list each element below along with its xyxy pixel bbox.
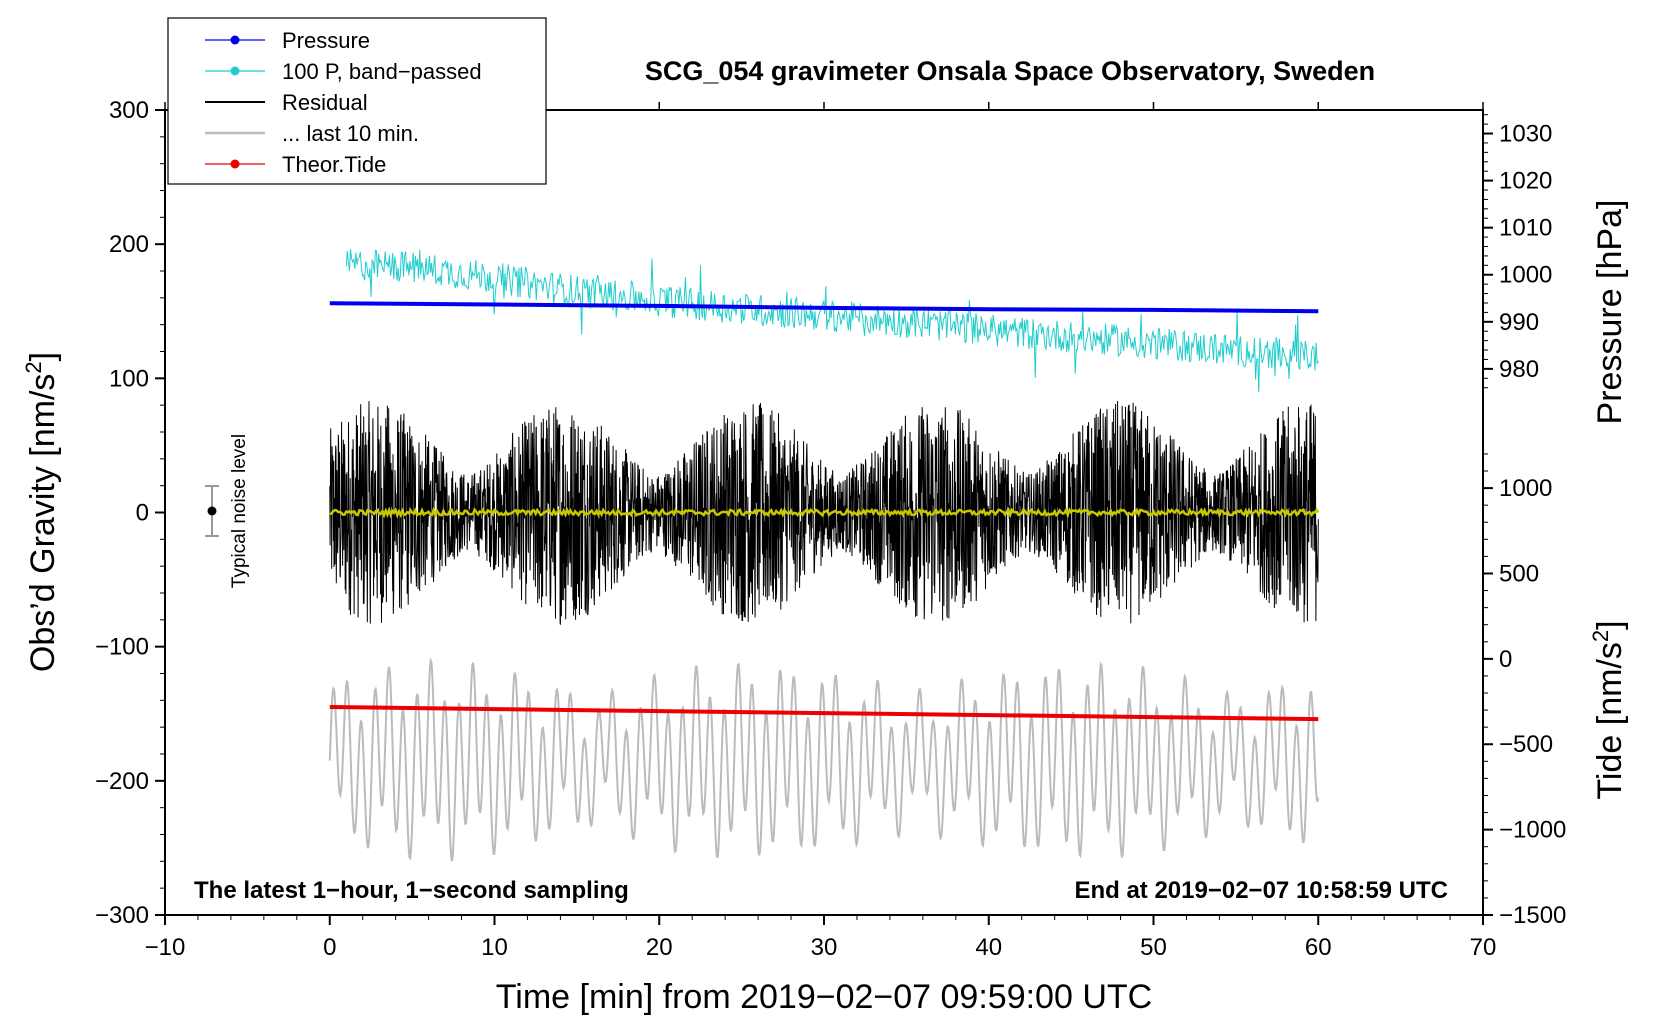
legend-label: Theor.Tide (282, 152, 386, 177)
legend-label: ... last 10 min. (282, 121, 419, 146)
tide-tick-label: 500 (1499, 560, 1539, 587)
smoothed-residual-line (329, 506, 1320, 519)
pressure-tick-label: 1030 (1499, 121, 1552, 148)
tide-axis-ticks: 1000 500 0 −500 −1000 −1500 (1483, 453, 1566, 929)
legend-label: 100 P, band−passed (282, 59, 482, 84)
x-axis-ticks: −10 0 10 20 30 40 50 60 70 (145, 102, 1497, 961)
left-tick-label: 100 (109, 365, 149, 392)
legend-label: Pressure (282, 28, 370, 53)
left-axis-title-end: ] (24, 352, 62, 361)
last-10-min-line (328, 657, 1320, 862)
theoretical-tide-line (329, 705, 1319, 722)
left-tick-label: −200 (95, 768, 149, 795)
noise-dot (207, 506, 217, 516)
chart-title: SCG_054 gravimeter Onsala Space Observat… (645, 56, 1375, 86)
left-axis-title: Obs’d Gravity [nm/s2] (21, 352, 62, 672)
x-tick-label: 40 (975, 934, 1002, 961)
x-tick-label: 10 (481, 934, 508, 961)
pressure-axis-title: Pressure [hPa] (1591, 200, 1629, 425)
x-tick-label: 50 (1140, 934, 1167, 961)
legend: Pressure 100 P, band−passed Residual ... la… (167, 17, 547, 185)
left-tick-label: 200 (109, 231, 149, 258)
x-tick-label: 70 (1470, 934, 1497, 961)
x-tick-label: 20 (646, 934, 673, 961)
pressure-line (329, 301, 1319, 314)
tide-tick-label: 1000 (1499, 475, 1552, 502)
legend-marker (230, 66, 240, 76)
band-passed-pressure-line (345, 249, 1319, 393)
annotation-right: End at 2019−02−07 10:58:59 UTC (1074, 877, 1448, 904)
left-tick-label: −100 (95, 634, 149, 661)
tide-axis-title-end: ] (1591, 620, 1629, 629)
legend-marker (230, 35, 240, 45)
tide-tick-label: 0 (1499, 646, 1512, 673)
x-axis-title: Time [min] from 2019−02−07 09:59:00 UTC (496, 978, 1152, 1016)
left-tick-label: 0 (136, 500, 149, 527)
left-axis-ticks: 300 200 100 0 −100 −200 −300 (95, 97, 165, 929)
x-tick-label: 60 (1305, 934, 1332, 961)
left-axis-title-sup: 2 (21, 361, 46, 373)
pressure-tick-label: 1020 (1499, 168, 1552, 195)
pressure-tick-label: 980 (1499, 356, 1539, 383)
x-tick-label: 0 (323, 934, 336, 961)
tide-axis-title-main: Tide [nm/s (1591, 642, 1629, 799)
data-traces (328, 249, 1320, 862)
tide-axis-title: Tide [nm/s2] (1588, 620, 1629, 799)
tide-axis-title-sup: 2 (1588, 630, 1613, 642)
noise-label: Typical noise level (229, 434, 250, 588)
pressure-tick-label: 990 (1499, 309, 1539, 336)
x-tick-label: −10 (145, 934, 186, 961)
x-tick-label: 30 (811, 934, 838, 961)
left-tick-label: 300 (109, 97, 149, 124)
pressure-axis-ticks: 1030 1020 1010 1000 990 980 (1483, 114, 1552, 389)
tide-tick-label: −1500 (1499, 902, 1566, 929)
legend-marker (230, 159, 240, 169)
tide-tick-label: −1000 (1499, 817, 1566, 844)
pressure-tick-label: 1010 (1499, 215, 1552, 242)
pressure-tick-label: 1000 (1499, 262, 1552, 289)
tide-tick-label: −500 (1499, 731, 1553, 758)
left-axis-title-main: Obs’d Gravity [nm/s (24, 374, 62, 673)
annotation-left: The latest 1−hour, 1−second sampling (194, 877, 629, 904)
noise-level-marker: Typical noise level (205, 434, 250, 588)
residual-line (329, 400, 1319, 625)
legend-label: Residual (282, 90, 368, 115)
left-tick-label: −300 (95, 902, 149, 929)
